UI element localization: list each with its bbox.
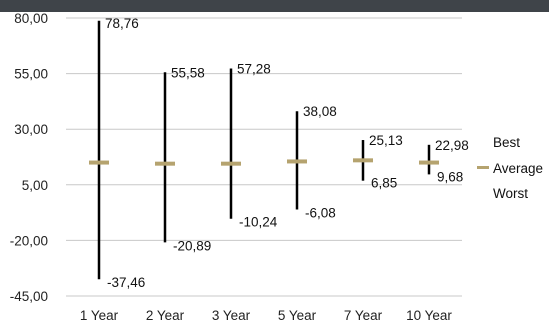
average-marker	[419, 160, 439, 165]
average-marker	[155, 161, 175, 166]
average-marker	[89, 160, 109, 165]
best-data-label: 57,28	[237, 62, 271, 77]
y-tick-label: -20,00	[10, 233, 48, 248]
x-tick-label: 2 Year	[146, 308, 185, 323]
average-marker	[353, 158, 373, 163]
y-tick-label: -45,00	[10, 289, 48, 304]
x-tick-label: 1 Year	[80, 308, 119, 323]
x-tick-label: 7 Year	[344, 308, 383, 323]
worst-data-label: -6,08	[305, 205, 336, 220]
legend-worst: Worst	[493, 186, 528, 201]
best-data-label: 25,13	[369, 133, 403, 148]
y-tick-label: 5,00	[22, 178, 48, 193]
y-tick-label: 80,00	[14, 11, 48, 26]
worst-data-label: 6,85	[371, 176, 397, 191]
worst-data-label: -37,46	[107, 275, 145, 290]
window-top-bar	[0, 0, 549, 12]
worst-data-label: 9,68	[437, 169, 463, 184]
average-marker	[287, 159, 307, 164]
x-tick-label: 10 Year	[406, 308, 452, 323]
best-data-label: 22,98	[435, 138, 469, 153]
x-tick-label: 5 Year	[278, 308, 317, 323]
legend-best: Best	[493, 135, 520, 150]
worst-data-label: -10,24	[239, 215, 278, 230]
worst-data-label: -20,89	[173, 238, 211, 253]
legend-average-swatch	[477, 166, 489, 169]
best-data-label: 55,58	[171, 65, 205, 80]
legend-average: Average	[493, 161, 543, 176]
best-data-label: 78,76	[105, 16, 139, 31]
x-tick-label: 3 Year	[212, 308, 251, 323]
y-tick-label: 55,00	[14, 67, 48, 82]
best-data-label: 38,08	[303, 104, 337, 119]
y-tick-label: 30,00	[14, 122, 48, 137]
average-marker	[221, 161, 241, 166]
